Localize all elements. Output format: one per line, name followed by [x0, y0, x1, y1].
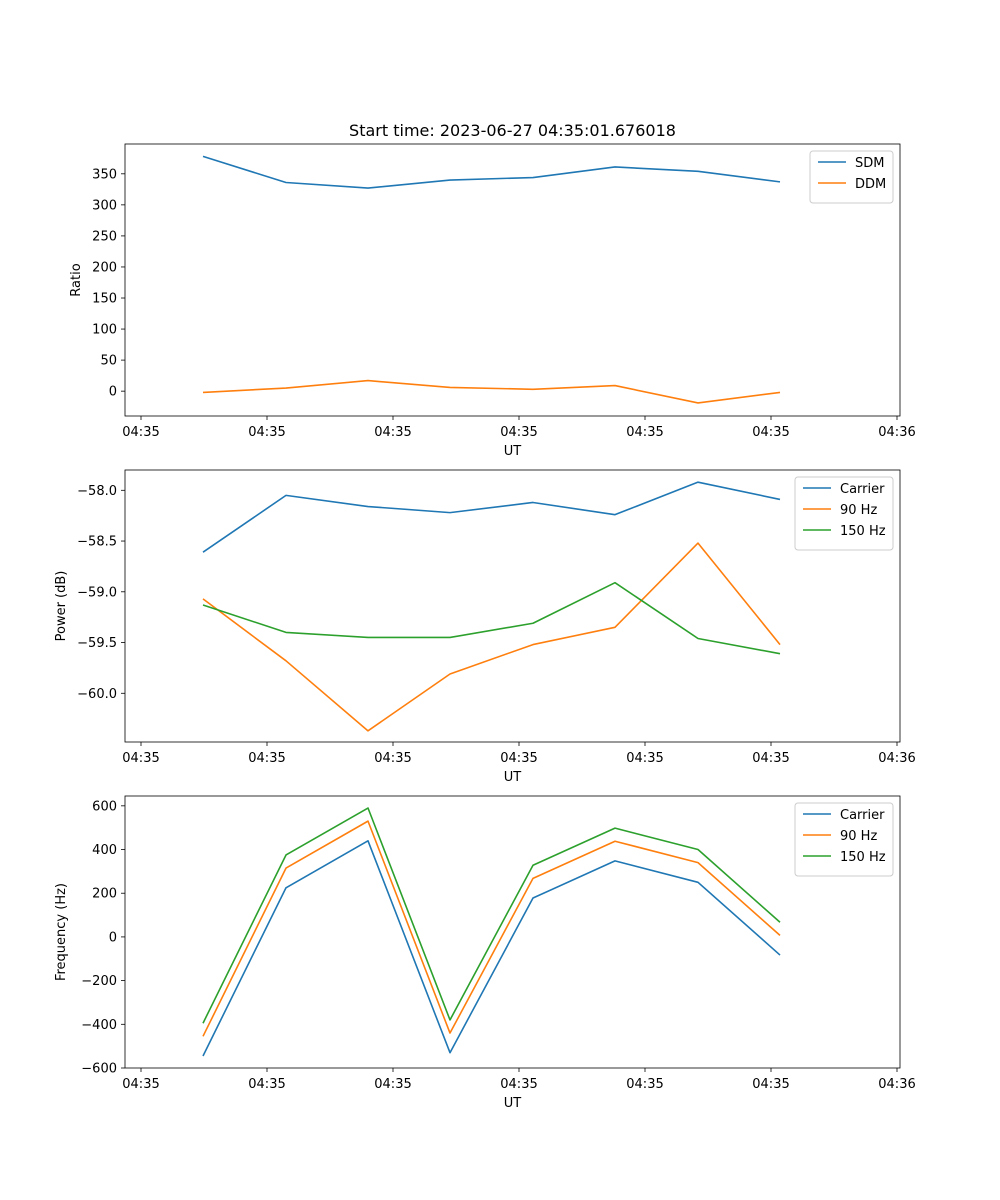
y-tick-label: −58.5	[77, 535, 117, 550]
y-axis-label: Frequency (Hz)	[54, 883, 69, 981]
y-tick-label: −600	[81, 1062, 117, 1077]
x-tick-label: 04:35	[626, 751, 663, 766]
y-axis-label: Ratio	[69, 263, 84, 296]
y-tick-label: 400	[92, 843, 117, 858]
y-tick-label: 0	[109, 385, 117, 400]
y-tick-label: 600	[92, 799, 117, 814]
x-tick-label: 04:35	[374, 425, 411, 440]
y-axis-label: Power (dB)	[54, 571, 69, 642]
x-tick-label: 04:35	[752, 1077, 789, 1092]
legend-label: DDM	[855, 177, 886, 192]
series-line-90-hz	[202, 542, 781, 732]
x-axis-label: UT	[504, 770, 522, 785]
x-tick-label: 04:35	[122, 1077, 159, 1092]
legend-label: 90 Hz	[840, 829, 877, 844]
plot-frame	[124, 143, 901, 417]
y-tick-label: 350	[92, 167, 117, 182]
legend: SDM DDM	[809, 150, 894, 204]
series-line-ddm	[202, 379, 781, 404]
series-line-150-hz	[202, 581, 781, 655]
x-tick-label: 04:35	[626, 425, 663, 440]
x-tick-label: 04:35	[752, 751, 789, 766]
x-tick-label: 04:35	[122, 425, 159, 440]
legend: Carrier 90 Hz 150 Hz	[794, 802, 894, 877]
x-tick-label: 04:35	[500, 425, 537, 440]
x-tick-label: 04:35	[752, 425, 789, 440]
y-tick-label: 200	[92, 887, 117, 902]
series-line-sdm	[202, 155, 781, 189]
legend: Carrier 90 Hz 150 Hz	[794, 476, 894, 551]
x-axis-label: UT	[504, 444, 522, 459]
plot-frame	[124, 795, 901, 1069]
x-tick-label: 04:35	[500, 751, 537, 766]
series-line-90-hz	[202, 820, 781, 1037]
x-tick-label: 04:36	[878, 1077, 915, 1092]
y-tick-label: 0	[109, 930, 117, 945]
chart-title: Start time: 2023-06-27 04:35:01.676018	[349, 121, 676, 140]
legend-label: 150 Hz	[840, 850, 886, 865]
x-tick-label: 04:36	[878, 425, 915, 440]
y-tick-label: 50	[100, 354, 117, 369]
y-tick-label: 200	[92, 260, 117, 275]
series-line-carrier	[202, 839, 781, 1057]
legend-box	[809, 150, 894, 204]
y-tick-label: −400	[81, 1018, 117, 1033]
x-tick-label: 04:35	[626, 1077, 663, 1092]
y-tick-label: 100	[92, 323, 117, 338]
legend-label: Carrier	[840, 808, 885, 823]
plot-frame	[124, 469, 901, 743]
series-line-150-hz	[202, 807, 781, 1024]
panel-3: 04:35 04:35 04:35 04:35 04:35 04:35 04:36 −600 −…	[54, 795, 916, 1111]
x-tick-label: 04:35	[374, 1077, 411, 1092]
y-tick-label: −59.5	[77, 636, 117, 651]
y-tick-label: 150	[92, 292, 117, 307]
x-tick-label: 04:35	[248, 425, 285, 440]
x-tick-label: 04:36	[878, 751, 915, 766]
legend-label: 150 Hz	[840, 524, 886, 539]
legend-label: 90 Hz	[840, 503, 877, 518]
y-tick-label: 300	[92, 198, 117, 213]
legend-box	[794, 476, 894, 551]
x-tick-label: 04:35	[248, 1077, 285, 1092]
legend-label: SDM	[855, 156, 884, 171]
y-tick-label: 250	[92, 229, 117, 244]
y-tick-label: −58.0	[77, 484, 117, 499]
legend-label: Carrier	[840, 482, 885, 497]
x-tick-label: 04:35	[500, 1077, 537, 1092]
series-line-carrier	[202, 481, 781, 553]
y-tick-label: −60.0	[77, 687, 117, 702]
x-tick-label: 04:35	[248, 751, 285, 766]
x-tick-label: 04:35	[122, 751, 159, 766]
y-tick-label: −59.0	[77, 585, 117, 600]
x-tick-label: 04:35	[374, 751, 411, 766]
panel-1: 04:35 04:35 04:35 04:35 04:35 04:35 04:36 0 50 10…	[69, 143, 916, 459]
x-axis-label: UT	[504, 1096, 522, 1111]
legend-box	[794, 802, 894, 877]
y-tick-label: −200	[81, 974, 117, 989]
panel-2: 04:35 04:35 04:35 04:35 04:35 04:35 04:36 −60.0…	[54, 469, 916, 785]
